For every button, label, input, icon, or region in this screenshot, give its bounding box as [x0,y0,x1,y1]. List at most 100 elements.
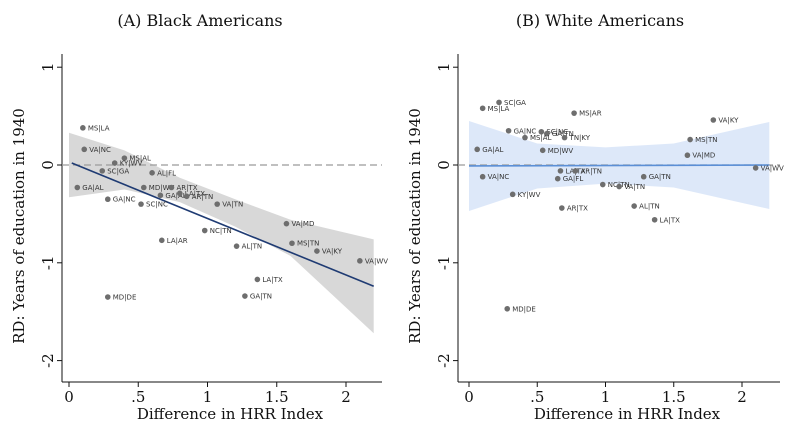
data-point-label: SC|NC [546,128,568,136]
data-point [104,196,111,203]
data-point-label: SC|GA [107,167,129,175]
data-point [557,168,564,174]
data-point [74,184,81,191]
data-point [242,293,248,299]
y-tick-label: -1 [39,255,57,270]
data-point-label: MS|TN [297,240,319,248]
data-point [559,205,565,211]
data-point-label: KY|WV [120,160,143,168]
data-point-label: AR|TN [580,167,602,175]
data-point [149,170,155,176]
data-point [687,136,693,143]
data-point [522,134,528,141]
data-point [80,125,86,131]
data-point-label: VA|TN [222,201,243,209]
data-point-label: VA|TN [624,183,645,191]
data-point-label: GA|TN [552,130,574,138]
data-point [710,117,717,123]
y-tick-label: 1 [435,62,453,72]
y-tick-label: -1 [435,255,453,270]
data-point-label: AR|TX [176,184,197,192]
data-point-label: MS|AR [579,110,602,118]
data-point-label: MD|DE [512,305,536,313]
data-point [289,240,295,247]
fit-line [71,162,375,288]
data-point-label: AL|TN [639,203,660,211]
data-point [479,173,486,180]
data-point [158,237,165,244]
data-point [99,168,106,174]
data-point [554,175,561,182]
data-point [140,184,147,191]
x-axis-title: Difference in HRR Index [137,405,324,421]
data-point-label: MS|LA [88,124,110,132]
data-point-label: VA|NC [89,146,111,154]
data-point-label: MS|TN [695,136,717,144]
data-point-label: GA|TN [649,173,671,181]
y-tick-label: 1 [39,62,57,72]
data-point-label: MS|AL [530,134,552,142]
x-tick-label: 0 [464,388,474,406]
x-tick-label: 2 [737,388,747,406]
data-point [505,127,512,134]
data-point-label: LA|TX [660,216,680,224]
x-tick-label: 1 [601,388,611,406]
data-point-label: LA|TX [185,190,205,198]
data-point-label: AR|TN [192,193,214,201]
data-point [599,181,606,188]
data-point-label: LA|AR [167,237,188,245]
data-point [104,294,111,300]
data-point [651,216,658,223]
data-point [544,130,550,137]
x-tick-label: 2 [341,388,351,406]
data-point-label: MD|DE [113,294,137,302]
data-point-label: MD|WV [149,184,175,192]
fit-line [468,164,770,167]
data-point-label: MD|WV [548,147,574,155]
data-point [214,201,220,207]
data-point-label: GA|FL [563,175,584,183]
data-point [121,155,128,161]
data-point [111,160,118,166]
panel-white-americans: (B) White Americans 1 0 -1 -2 0 .5 1 1.5 2 Differe… [406,11,784,421]
data-point [616,183,622,190]
y-tick-label: 0 [39,160,57,170]
data-point [168,184,175,191]
data-point [138,201,144,207]
panel-title: (B) White Americans [516,11,684,30]
x-tick-label: .5 [131,388,145,406]
data-point [201,227,208,234]
x-tick-label: 1.5 [662,388,686,406]
data-point [474,146,480,153]
data-point [183,193,190,200]
data-point-label: VA|WV [761,164,784,172]
data-point-label: AL|TN [242,243,263,251]
data-point [684,152,691,159]
confidence-band [69,132,374,334]
x-axis-title: Difference in HRR Index [534,405,721,421]
data-point [157,192,164,199]
data-point-label: TN|KY [569,134,591,142]
data-point [177,190,183,197]
data-point [357,258,363,264]
data-point [314,248,320,254]
data-point-label: AR|TX [567,205,588,213]
data-point [81,146,88,153]
data-point [496,99,502,106]
data-point [233,243,240,249]
y-tick-label: -2 [39,353,57,368]
data-point [254,276,261,283]
data-point-label: MS|LA [488,105,510,113]
x-tick-label: 0 [64,388,74,406]
data-point-label: AL|FL [157,169,176,177]
data-point-label: GA|NC [113,196,136,204]
data-point-label: GA|NC [514,127,537,135]
data-point [504,305,511,312]
data-point [283,220,290,227]
data-point-label: VA|WV [365,257,388,265]
data-point [572,168,579,174]
data-point [509,191,516,198]
data-point-label: GA|TN [250,293,272,301]
data-point [479,105,486,112]
